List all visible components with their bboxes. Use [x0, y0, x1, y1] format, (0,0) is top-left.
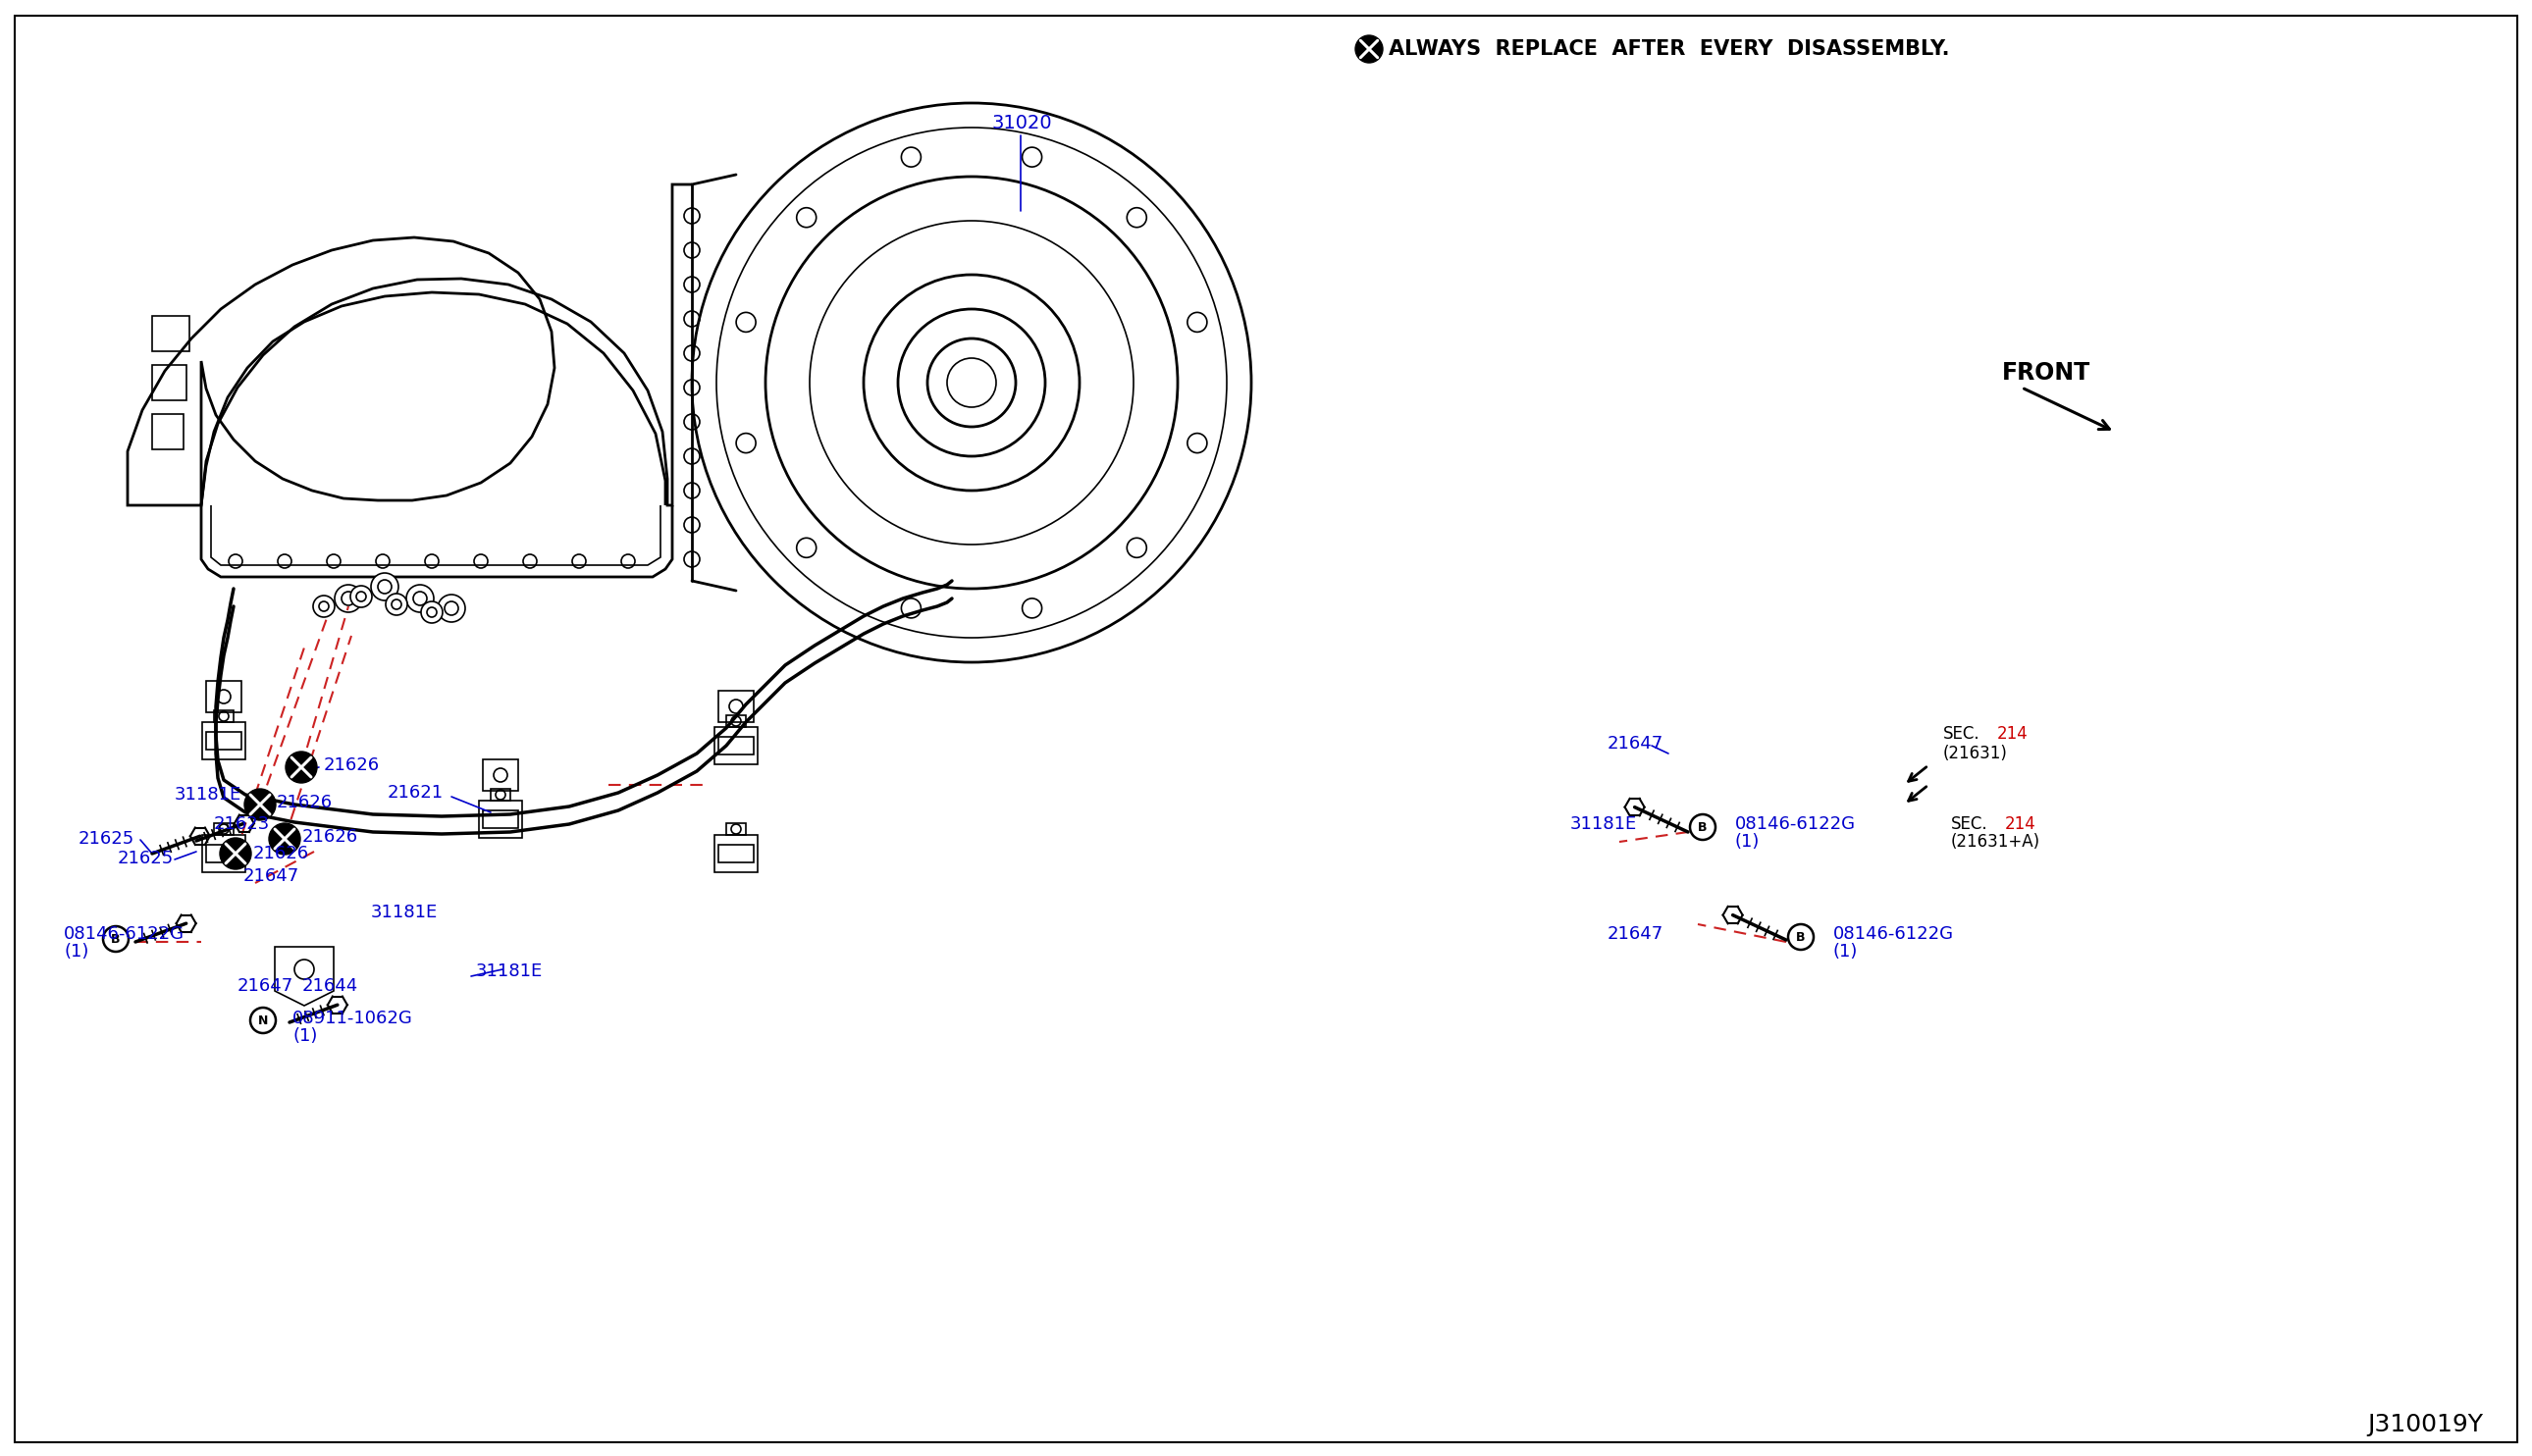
- Text: 21626: 21626: [301, 828, 360, 846]
- Circle shape: [220, 837, 251, 869]
- Circle shape: [334, 585, 362, 612]
- Circle shape: [314, 596, 334, 617]
- Polygon shape: [205, 732, 241, 750]
- Text: 21626: 21626: [253, 844, 309, 862]
- Text: 31181E: 31181E: [372, 904, 438, 922]
- Text: (1): (1): [294, 1028, 316, 1045]
- Text: 31181E: 31181E: [1570, 815, 1638, 833]
- Text: 214: 214: [1998, 725, 2028, 743]
- Polygon shape: [205, 844, 241, 862]
- Text: 21625: 21625: [119, 850, 175, 868]
- Text: N: N: [258, 1013, 268, 1026]
- Text: 214: 214: [2005, 815, 2036, 833]
- Polygon shape: [484, 811, 519, 828]
- Circle shape: [385, 594, 408, 616]
- Text: SEC.: SEC.: [1952, 815, 1988, 833]
- Text: (21631+A): (21631+A): [1952, 833, 2041, 850]
- Circle shape: [268, 823, 301, 855]
- Text: ALWAYS  REPLACE  AFTER  EVERY  DISASSEMBLY.: ALWAYS REPLACE AFTER EVERY DISASSEMBLY.: [1388, 39, 1950, 58]
- Text: 08146-6122G: 08146-6122G: [1734, 815, 1856, 833]
- Circle shape: [372, 574, 398, 600]
- Text: SEC.: SEC.: [1942, 725, 1980, 743]
- Polygon shape: [719, 737, 755, 754]
- Circle shape: [1355, 35, 1382, 63]
- Circle shape: [405, 585, 433, 612]
- Circle shape: [1788, 925, 1813, 949]
- Text: 31181E: 31181E: [476, 962, 542, 980]
- Text: FRONT: FRONT: [2003, 361, 2091, 384]
- Text: (1): (1): [1833, 943, 1858, 961]
- Circle shape: [420, 601, 443, 623]
- Text: 21621: 21621: [387, 783, 443, 802]
- Text: 21647: 21647: [238, 977, 294, 994]
- Text: 08911-1062G: 08911-1062G: [294, 1009, 413, 1028]
- Text: 21647: 21647: [1608, 735, 1664, 753]
- Circle shape: [1689, 814, 1717, 840]
- Text: 21647: 21647: [243, 868, 299, 885]
- Text: 21626: 21626: [324, 757, 380, 775]
- Text: 21626: 21626: [276, 794, 332, 811]
- Text: 21623: 21623: [213, 815, 271, 833]
- Text: (1): (1): [63, 943, 89, 961]
- Circle shape: [438, 594, 466, 622]
- Polygon shape: [719, 844, 755, 862]
- Circle shape: [104, 926, 129, 952]
- Text: 31020: 31020: [990, 114, 1051, 132]
- Text: B: B: [1795, 930, 1805, 943]
- Text: B: B: [1699, 821, 1707, 833]
- Text: 08146-6122G: 08146-6122G: [63, 925, 185, 943]
- Text: 21647: 21647: [1608, 925, 1664, 943]
- Text: 21644: 21644: [301, 977, 360, 994]
- Text: 31181E: 31181E: [175, 786, 241, 804]
- Circle shape: [246, 789, 276, 820]
- Text: (1): (1): [1734, 833, 1760, 850]
- Circle shape: [286, 751, 316, 783]
- Text: B: B: [111, 932, 122, 945]
- Text: (21631): (21631): [1942, 744, 2008, 763]
- Circle shape: [251, 1008, 276, 1034]
- Text: J310019Y: J310019Y: [2367, 1412, 2484, 1437]
- Circle shape: [349, 585, 372, 607]
- Text: 21625: 21625: [78, 830, 134, 847]
- Text: 08146-6122G: 08146-6122G: [1833, 925, 1955, 943]
